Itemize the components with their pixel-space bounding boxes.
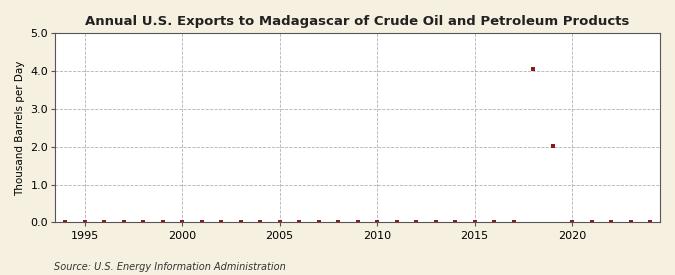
Y-axis label: Thousand Barrels per Day: Thousand Barrels per Day [15, 60, 25, 196]
Text: Source: U.S. Energy Information Administration: Source: U.S. Energy Information Administ… [54, 262, 286, 272]
Title: Annual U.S. Exports to Madagascar of Crude Oil and Petroleum Products: Annual U.S. Exports to Madagascar of Cru… [86, 15, 630, 28]
